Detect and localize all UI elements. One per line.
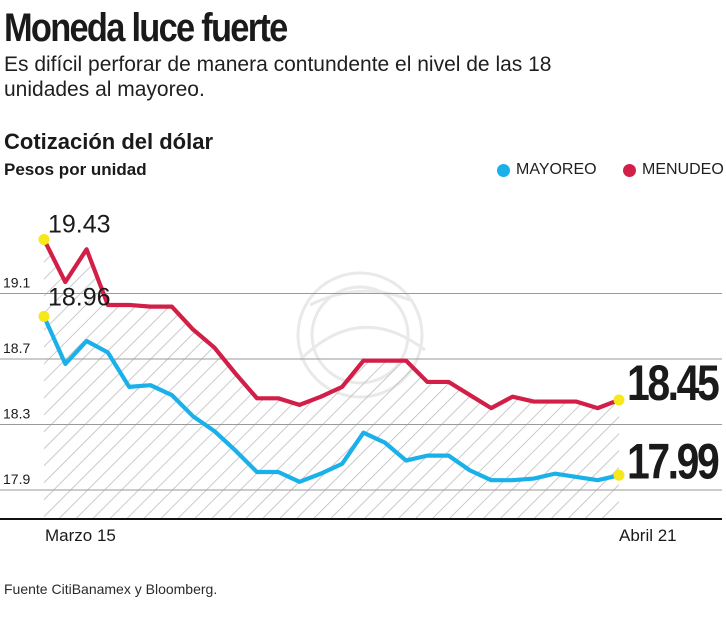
endpoint-marker-menudeo bbox=[613, 394, 625, 406]
y-tick-label: 18.3 bbox=[3, 406, 30, 422]
y-axis-label: Pesos por unidad bbox=[4, 160, 147, 179]
legend-item-mayoreo: MAYOREO bbox=[497, 160, 597, 180]
legend-swatch-menudeo bbox=[623, 163, 636, 177]
x-tick-label: Marzo 15 bbox=[45, 526, 116, 545]
data-label-menudeo-first: 19.43 bbox=[48, 210, 111, 238]
legend-label-mayoreo: MAYOREO bbox=[516, 161, 597, 178]
endpoint-marker-menudeo bbox=[38, 233, 50, 245]
page-title: Moneda luce fuerte bbox=[4, 6, 288, 50]
data-label-mayoreo-first: 18.96 bbox=[48, 283, 111, 311]
page-subtitle: Es difícil perforar de manera contundent… bbox=[4, 53, 552, 101]
legend-label-menudeo: MENUDEO bbox=[642, 161, 724, 178]
data-label-menudeo-last: 18.45 bbox=[627, 355, 719, 411]
chart-title: Cotización del dólar bbox=[4, 129, 214, 154]
legend-swatch-mayoreo bbox=[497, 163, 510, 177]
endpoint-marker-mayoreo bbox=[38, 310, 50, 322]
source-note: Fuente CitiBanamex y Bloomberg. bbox=[4, 581, 218, 597]
x-tick-label: Abril 21 bbox=[619, 526, 677, 545]
endpoint-marker-mayoreo bbox=[613, 469, 625, 481]
hatched-area bbox=[44, 239, 619, 519]
series-line-mayoreo bbox=[41, 314, 622, 484]
y-tick-label: 17.9 bbox=[3, 471, 30, 487]
y-tick-label: 19.1 bbox=[3, 275, 30, 291]
series-line-menudeo bbox=[41, 237, 622, 411]
legend-item-menudeo: MENUDEO bbox=[623, 160, 724, 180]
y-tick-label: 18.7 bbox=[3, 340, 30, 356]
data-label-mayoreo-last: 17.99 bbox=[627, 433, 718, 489]
